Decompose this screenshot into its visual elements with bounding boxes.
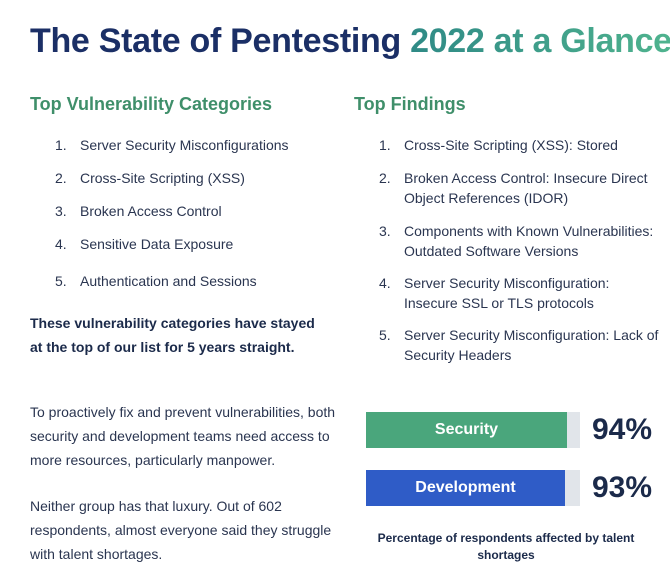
top-findings-list: 1. Cross-Site Scripting (XSS): Stored 2. B… [354,135,664,377]
list-item-number: 4. [379,275,391,291]
list-item-text: Cross-Site Scripting (XSS) [80,170,245,186]
list-item: 3. Broken Access Control [30,201,330,234]
list-item-number: 5. [55,273,67,289]
bar-row-security: Security 94% [366,410,662,450]
list-item-number: 3. [379,223,391,239]
title-part-1: The State of Pentesting [30,22,411,60]
list-item: 4. Server Security Misconfiguration: Inse… [354,273,664,325]
page-title: The State of Pentesting 2022 at a Glance [30,22,670,61]
list-item-number: 4. [55,236,67,252]
list-item-text: Server Security Misconfiguration: Lack o… [404,327,659,363]
list-item-number: 5. [379,327,391,343]
list-item-number: 3. [55,203,67,219]
bar-label: Development [415,479,516,496]
list-item: 5. Server Security Misconfiguration: Lack… [354,325,664,377]
list-item-text: Server Security Misconfiguration: Insecu… [404,275,610,311]
list-item: 2. Broken Access Control: Insecure Direct… [354,168,664,221]
list-item: 2. Cross-Site Scripting (XSS) [30,168,330,201]
resources-paragraph: To proactively fix and prevent vulnerabi… [30,404,336,468]
list-item-number: 1. [55,137,67,153]
title-part-2: 2022 at a Glance [410,22,670,60]
list-item-number: 2. [55,170,67,186]
list-item-text: Cross-Site Scripting (XSS): Stored [404,137,618,153]
talent-shortage-paragraph: Neither group has that luxury. Out of 60… [30,498,332,562]
bar-label: Security [434,421,499,438]
list-item: 1. Server Security Misconfigurations [30,135,330,168]
bar-development [366,470,565,506]
list-item: 5. Authentication and Sessions [30,271,330,304]
talent-shortage-chart: Security 94% Development 93% [366,410,662,560]
list-item: 3. Components with Known Vulnerabilities:… [354,221,664,273]
bar-value-label: 94% [592,413,653,446]
bar-track: Security [366,412,580,448]
list-item-text: Broken Access Control [80,203,222,219]
bar-value-label: 93% [592,471,653,504]
list-item-text: Broken Access Control: Insecure Direct O… [404,170,648,206]
list-item-text: Server Security Misconfigurations [80,137,289,153]
list-item-number: 2. [379,170,391,186]
bar-row-development: Development 93% [366,468,662,508]
vulnerability-categories-list: 1. Server Security Misconfigurations 2. Cr… [30,135,330,304]
bar-security [366,412,567,448]
list-item-text: Components with Known Vulnerabilities: O… [404,223,654,259]
list-item: 4. Sensitive Data Exposure [30,234,330,271]
bar-track: Development [366,470,580,506]
top-findings-heading: Top Findings [354,94,466,114]
chart-caption: Percentage of respondents affected by ta… [377,531,635,562]
five-years-note: These vulnerability categories have stay… [30,315,315,355]
vulnerability-categories-section: Top Vulnerability Categories 1. Server Se… [30,94,330,304]
vulnerability-categories-heading: Top Vulnerability Categories [30,94,273,114]
list-item-text: Sensitive Data Exposure [80,236,234,252]
list-item-number: 1. [379,137,391,153]
top-findings-section: Top Findings 1. Cross-Site Scripting (XSS… [354,94,664,377]
list-item: 1. Cross-Site Scripting (XSS): Stored [354,135,664,168]
list-item-text: Authentication and Sessions [80,273,257,289]
